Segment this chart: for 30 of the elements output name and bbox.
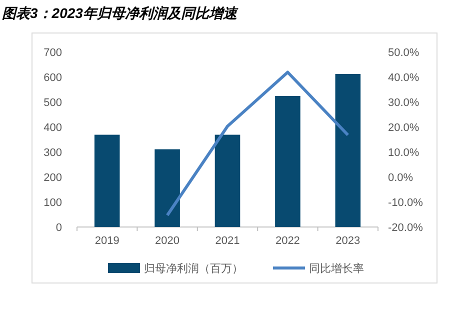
x-tick-label: 2021	[215, 235, 240, 247]
y-tick-label: 400	[44, 122, 62, 134]
y-tick-label: 200	[44, 172, 62, 184]
bar	[214, 134, 240, 227]
y-tick-label: 500	[44, 97, 62, 109]
chart-title: 图表3：2023年归母净利润及同比增速	[2, 5, 239, 21]
y2-tick-label: 0.0%	[388, 172, 414, 184]
bar	[94, 134, 120, 227]
x-tick-label: 2023	[336, 235, 360, 247]
y-tick-label: 300	[44, 147, 62, 159]
y2-tick-label: 40.0%	[388, 72, 420, 84]
line-series	[166, 70, 350, 217]
y-tick-label: 700	[44, 47, 62, 59]
bar	[335, 74, 361, 227]
y2-tick-label: -10.0%	[388, 197, 424, 209]
y2-tick-label: 10.0%	[388, 147, 420, 159]
bar	[154, 149, 180, 227]
legend-label: 同比增长率	[309, 262, 364, 275]
y-tick-label: 0	[56, 222, 62, 234]
x-tick-label: 2022	[275, 235, 300, 247]
y2-tick-label: 20.0%	[388, 122, 420, 134]
bar	[275, 96, 300, 227]
y2-tick-label: 30.0%	[388, 97, 420, 109]
y-tick-label: 600	[44, 72, 62, 84]
x-tick-label: 2020	[155, 235, 180, 247]
y2-tick-label: 50.0%	[388, 47, 420, 59]
x-tick-label: 2019	[94, 235, 120, 247]
y-tick-label: 100	[44, 197, 62, 209]
y2-tick-label: -20.0%	[388, 222, 424, 234]
legend-label: 归母净利润（百万）	[144, 262, 243, 275]
